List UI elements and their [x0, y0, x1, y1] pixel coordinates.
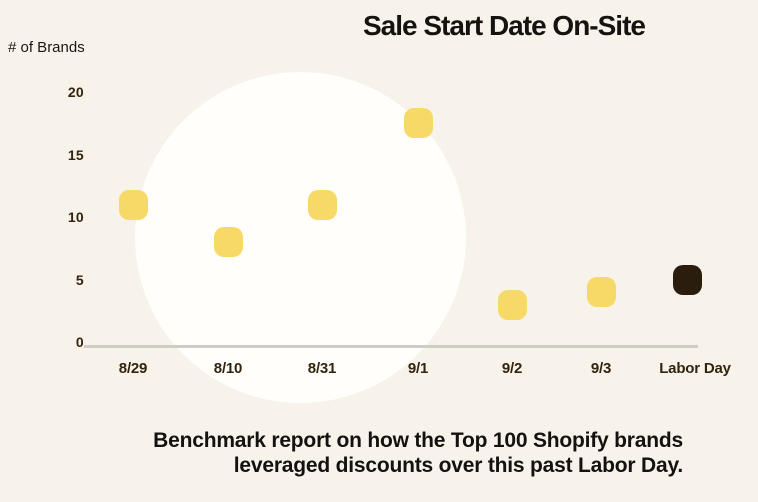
data-point-8-31: [307, 189, 337, 220]
x-axis-line: [84, 345, 698, 348]
data-point-9-3: [586, 277, 616, 307]
chart-caption: Benchmark report on how the Top 100 Shop…: [100, 428, 683, 478]
y-tick-label: 5: [75, 271, 84, 288]
y-tick-label: 15: [67, 146, 84, 163]
x-tick-label: 9/3: [590, 360, 612, 377]
y-tick-label: 10: [67, 209, 84, 225]
x-tick-label: 8/29: [118, 360, 148, 377]
x-tick-label: 8/10: [213, 360, 243, 377]
x-tick-label: 9/2: [501, 360, 523, 377]
x-tick-label: 8/31: [307, 360, 337, 377]
data-point-9-2: [497, 289, 527, 320]
caption-line-1: Benchmark report on how the Top 100 Shop…: [153, 429, 683, 452]
x-tick-label: 9/1: [407, 360, 429, 377]
caption-line-2: leveraged discounts over this past Labor…: [233, 454, 683, 477]
data-point-8-10: [213, 227, 243, 257]
data-point-labor-day: [672, 264, 702, 295]
y-tick-label: 20: [67, 84, 84, 100]
x-tick-label: Labor Day: [659, 360, 731, 377]
y-tick-label: 0: [75, 334, 84, 350]
y-axis-label: # of Brands: [8, 39, 85, 56]
chart-title: Sale Start Date On-Site: [363, 10, 646, 41]
data-point-9-1: [403, 108, 433, 139]
data-point-8-29: [118, 189, 148, 220]
